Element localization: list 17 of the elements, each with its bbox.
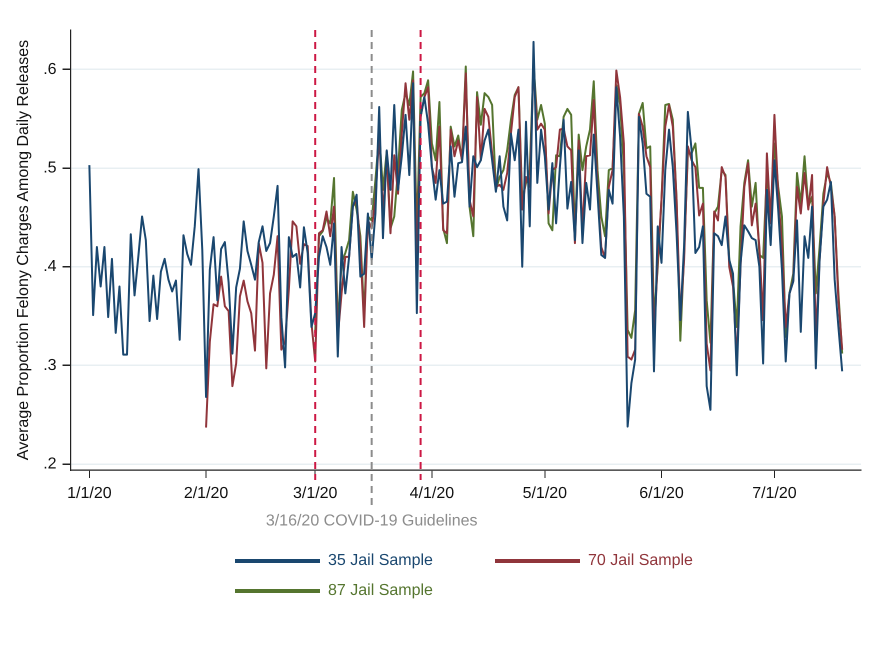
y-tick-label: .6: [43, 60, 57, 78]
y-tick-label: .5: [43, 160, 57, 177]
x-tick-label: 3/1/20: [292, 485, 338, 502]
x-tick-label: 1/1/20: [67, 485, 112, 502]
x-tick-label: 5/1/20: [522, 485, 568, 502]
text: 70 Jail Sample: [588, 552, 693, 570]
y-axis-title: Average Proportion Felony Charges Among Daily Releases: [15, 40, 32, 460]
y-tick-label: .2: [43, 455, 57, 472]
x-tick-label: 4/1/20: [410, 485, 454, 502]
x-tick-label: 6/1/20: [639, 485, 684, 502]
y-tick-label: .3: [43, 356, 57, 374]
text: 87 Jail Sample: [328, 582, 433, 600]
x-tick-label: 2/1/20: [184, 485, 228, 502]
ref-line-label: 3/16/20 COVID-19 Guidelines: [266, 512, 478, 530]
y-tick-label: .4: [43, 258, 57, 276]
text: 35 Jail Sample: [328, 552, 433, 570]
x-tick-label: 7/1/20: [752, 485, 797, 502]
